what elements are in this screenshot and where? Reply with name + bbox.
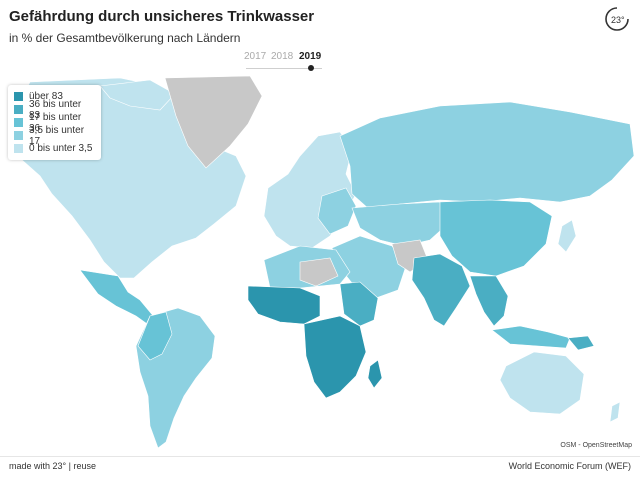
- region-south-asia[interactable]: [411, 253, 471, 327]
- legend-item: 17 bis unter 36: [14, 112, 95, 134]
- legend-item: 36 bis unter 83: [14, 99, 95, 121]
- footer-credit[interactable]: made with 23° | reuse: [9, 461, 96, 471]
- year-timeline: 2017 2018 2019: [244, 51, 326, 75]
- chart-subtitle: in % der Gesamtbevölkerung nach Ländern: [9, 31, 241, 45]
- legend-label: über 83: [29, 91, 63, 102]
- legend-item: 0 bis unter 3,5: [14, 142, 95, 155]
- region-new-zealand[interactable]: [609, 401, 621, 423]
- region-indonesia[interactable]: [491, 325, 571, 349]
- footer-divider: [0, 456, 640, 457]
- timeline-track: [246, 68, 322, 69]
- legend-swatch: [14, 131, 23, 140]
- legend-item: 3,5 bis unter 17: [14, 125, 95, 147]
- region-png[interactable]: [567, 335, 595, 351]
- region-central-africa[interactable]: [303, 315, 367, 399]
- region-central-asia[interactable]: [351, 201, 451, 247]
- region-greenland: [164, 76, 263, 169]
- legend-swatch: [14, 118, 23, 127]
- legend-label: 36 bis unter 83: [29, 98, 82, 121]
- region-west-africa[interactable]: [247, 285, 321, 325]
- footer-source: World Economic Forum (WEF): [508, 461, 631, 471]
- legend-swatch: [14, 144, 23, 153]
- legend-swatch: [14, 92, 23, 101]
- region-canada-arctic[interactable]: [99, 79, 176, 111]
- logo-icon: 23°: [605, 7, 629, 31]
- region-mexico[interactable]: [79, 269, 161, 327]
- legend: über 83 36 bis unter 83 17 bis unter 36 …: [8, 85, 101, 160]
- world-map: [9, 76, 635, 449]
- region-east-africa[interactable]: [339, 281, 379, 327]
- chart-title: Gefährdung durch unsicheres Trinkwasser: [9, 8, 315, 25]
- legend-label: 0 bis unter 3,5: [29, 143, 93, 154]
- region-sahara-nodata: [299, 257, 339, 287]
- svg-text:23°: 23°: [611, 15, 625, 25]
- timeline-handle[interactable]: [308, 65, 314, 71]
- region-china[interactable]: [439, 199, 553, 277]
- year-2017[interactable]: 2017: [244, 51, 267, 62]
- region-russia[interactable]: [339, 101, 635, 211]
- region-eastern-europe[interactable]: [317, 187, 357, 235]
- year-2019[interactable]: 2019: [299, 51, 322, 62]
- region-andes[interactable]: [137, 311, 173, 361]
- region-japan[interactable]: [557, 219, 577, 253]
- year-2018[interactable]: 2018: [271, 51, 294, 62]
- map-attribution[interactable]: OSM - OpenStreetMap: [560, 442, 632, 449]
- region-australia[interactable]: [499, 351, 585, 415]
- legend-label: 17 bis unter 36: [29, 111, 82, 134]
- region-southeast-asia[interactable]: [469, 275, 509, 327]
- legend-swatch: [14, 105, 23, 114]
- legend-item: über 83: [14, 90, 95, 103]
- legend-label: 3,5 bis unter 17: [29, 124, 85, 147]
- region-madagascar[interactable]: [367, 359, 383, 389]
